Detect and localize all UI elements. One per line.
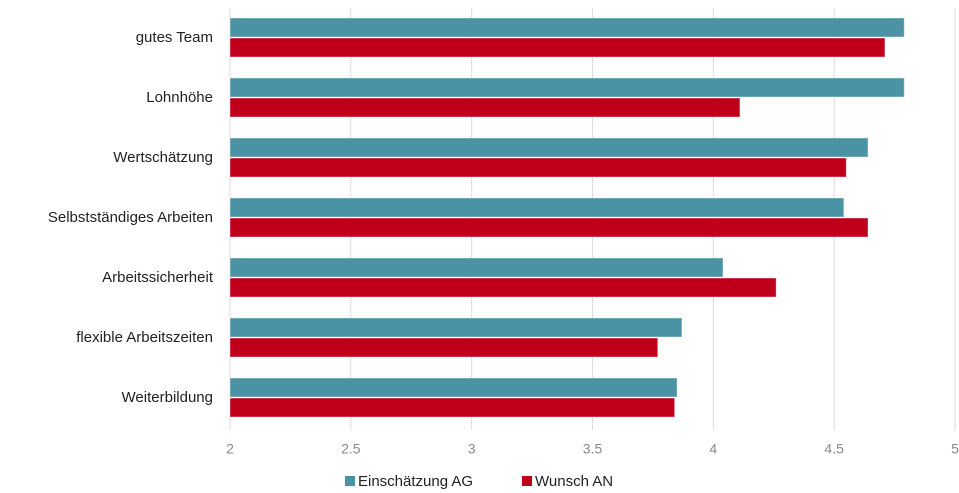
x-tick-label: 3 — [468, 441, 476, 457]
x-tick-label: 4 — [709, 441, 717, 457]
x-tick-label: 5 — [951, 441, 959, 457]
bar — [229, 317, 683, 338]
bar — [229, 377, 678, 398]
legend-swatch — [345, 476, 355, 486]
y-tick-label: Lohnhöhe — [146, 89, 213, 106]
x-tick-label: 4.5 — [824, 441, 844, 457]
legend-swatch — [522, 476, 532, 486]
bar — [229, 277, 777, 298]
y-tick-label: Wertschätzung — [113, 149, 213, 166]
x-tick-label: 2.5 — [341, 441, 361, 457]
legend-label: Wunsch AN — [535, 473, 613, 490]
y-tick-label: Selbstständiges Arbeiten — [48, 209, 213, 226]
bar — [229, 77, 905, 98]
y-tick-label: Weiterbildung — [122, 389, 213, 406]
bar — [229, 17, 905, 38]
y-tick-label: gutes Team — [136, 29, 213, 46]
y-tick-label: Arbeitssicherheit — [102, 269, 214, 286]
bar — [229, 337, 659, 358]
bar — [229, 257, 724, 278]
bar — [229, 217, 869, 238]
x-tick-label: 3.5 — [583, 441, 603, 457]
bar — [229, 157, 847, 178]
bar — [229, 397, 676, 418]
legend-label: Einschätzung AG — [358, 473, 473, 490]
bar — [229, 137, 869, 158]
bar — [229, 197, 845, 218]
x-tick-label: 2 — [226, 441, 234, 457]
y-tick-label: flexible Arbeitszeiten — [76, 329, 213, 346]
bar — [229, 37, 886, 58]
bar — [229, 97, 741, 118]
